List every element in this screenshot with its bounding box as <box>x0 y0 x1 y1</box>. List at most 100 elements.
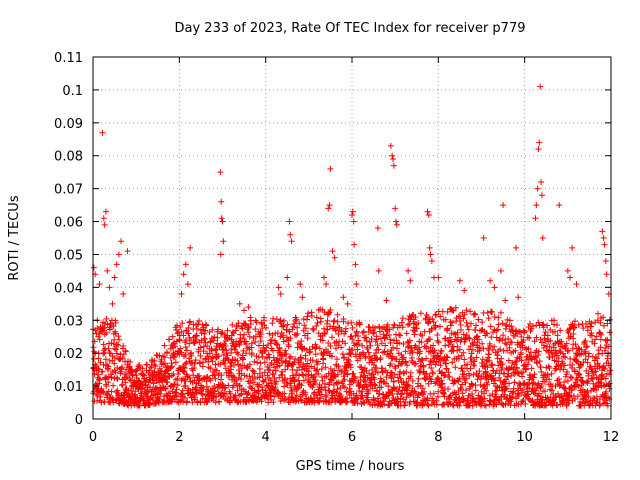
data-point <box>512 359 519 366</box>
x-tick-label: 6 <box>348 430 356 445</box>
data-point <box>474 333 481 340</box>
data-point <box>536 358 543 365</box>
data-point <box>233 341 240 348</box>
data-point <box>294 330 301 337</box>
data-point <box>132 388 139 395</box>
data-point <box>593 399 600 406</box>
data-point <box>111 274 118 281</box>
data-point <box>573 358 580 365</box>
data-point <box>525 395 532 402</box>
data-point <box>457 326 464 333</box>
data-point <box>446 393 453 400</box>
data-point <box>476 344 483 351</box>
data-point <box>111 360 118 367</box>
data-point <box>276 345 283 352</box>
data-point <box>251 370 258 377</box>
data-point <box>602 375 609 382</box>
data-point <box>470 341 477 348</box>
data-point <box>377 354 384 361</box>
data-point <box>245 324 252 331</box>
data-point <box>360 398 367 405</box>
data-point <box>480 398 487 405</box>
data-point <box>427 358 434 365</box>
data-point <box>182 351 189 358</box>
x-tick-label: 8 <box>434 430 442 445</box>
data-point <box>293 371 300 378</box>
data-point <box>298 338 305 345</box>
data-point <box>224 327 231 334</box>
data-point <box>127 387 134 394</box>
data-point <box>302 389 309 396</box>
data-point <box>264 355 271 362</box>
data-point <box>383 297 390 304</box>
data-point <box>587 323 594 330</box>
data-point <box>455 378 462 385</box>
data-point <box>299 294 306 301</box>
data-point <box>215 353 222 360</box>
data-point <box>417 348 424 355</box>
data-point <box>397 332 404 339</box>
data-point <box>370 330 377 337</box>
data-point <box>390 162 397 169</box>
data-point <box>311 395 318 402</box>
data-point <box>502 297 509 304</box>
data-point <box>181 377 188 384</box>
data-point <box>353 281 360 288</box>
data-point <box>203 383 210 390</box>
data-point <box>522 400 529 407</box>
data-point <box>114 375 121 382</box>
data-point <box>363 338 370 345</box>
data-point <box>392 205 399 212</box>
data-point <box>182 337 189 344</box>
data-point <box>220 238 227 245</box>
data-point <box>287 353 294 360</box>
data-point <box>436 323 443 330</box>
data-point <box>403 330 410 337</box>
data-point <box>505 380 512 387</box>
data-point <box>458 386 465 393</box>
data-point <box>536 322 543 329</box>
data-point <box>571 318 578 325</box>
data-point <box>384 321 391 328</box>
data-point <box>216 398 223 405</box>
data-point <box>412 360 419 367</box>
data-point <box>104 362 111 369</box>
data-point <box>599 350 606 357</box>
data-point <box>234 399 241 406</box>
data-point <box>97 323 104 330</box>
data-point <box>258 398 265 405</box>
data-point <box>139 381 146 388</box>
data-point <box>311 374 318 381</box>
data-point <box>100 389 107 396</box>
data-point <box>542 388 549 395</box>
data-point <box>395 331 402 338</box>
data-point <box>286 399 293 406</box>
data-point <box>557 327 564 334</box>
data-point <box>178 377 185 384</box>
data-point <box>222 342 229 349</box>
data-point <box>99 368 106 375</box>
data-point <box>405 321 412 328</box>
data-point <box>588 365 595 372</box>
data-point <box>279 359 286 366</box>
data-point <box>511 379 518 386</box>
data-point <box>146 367 153 374</box>
data-point <box>434 374 441 381</box>
data-point <box>491 284 498 291</box>
data-point <box>189 359 196 366</box>
data-point <box>433 401 440 408</box>
data-point <box>515 294 522 301</box>
data-point <box>361 400 368 407</box>
data-point <box>324 326 331 333</box>
data-point <box>445 385 452 392</box>
data-point <box>341 384 348 391</box>
data-point <box>425 380 432 387</box>
data-point <box>372 325 379 332</box>
data-point <box>493 334 500 341</box>
data-point <box>574 393 581 400</box>
data-point <box>270 399 277 406</box>
data-point <box>419 385 426 392</box>
data-point <box>182 360 189 367</box>
data-point <box>555 390 562 397</box>
data-point <box>220 342 227 349</box>
